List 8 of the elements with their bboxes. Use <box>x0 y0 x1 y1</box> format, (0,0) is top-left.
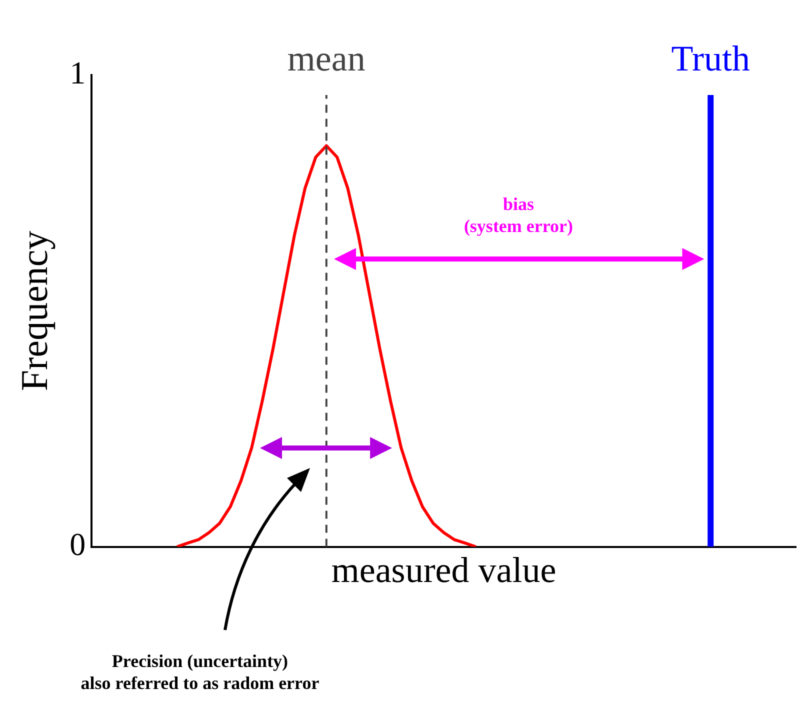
text: Precision (uncertainty) also referred to as radom error <box>80 650 320 694</box>
annotation: bias (system error) <box>462 193 574 237</box>
y-axis-title: Frequency <box>14 230 56 392</box>
y-tick-label: 0 <box>70 526 86 562</box>
annotation: mean <box>287 38 366 78</box>
x-axis-title: measured value <box>331 550 556 590</box>
y-tick-label: 1 <box>70 54 86 90</box>
annotation: Truth <box>671 38 750 78</box>
